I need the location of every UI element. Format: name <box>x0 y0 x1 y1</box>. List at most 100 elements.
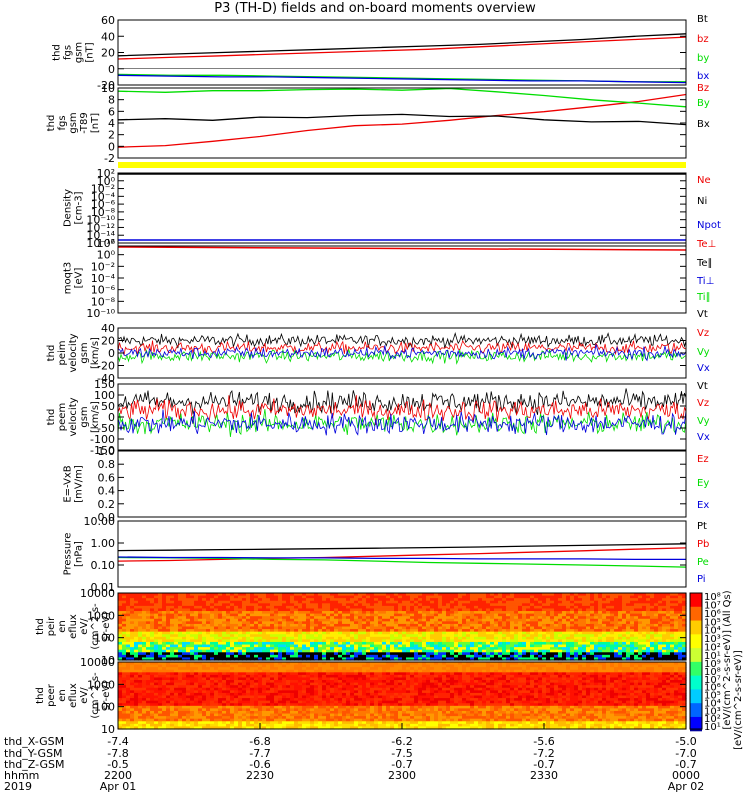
heatmap-cell <box>610 634 615 638</box>
heatmap-cell <box>198 593 203 597</box>
heatmap-cell <box>502 608 507 612</box>
heatmap-cell <box>190 641 195 646</box>
heatmap-cell <box>130 713 135 717</box>
heatmap-cell <box>190 611 195 615</box>
heatmap-cell <box>158 613 163 617</box>
heatmap-cell <box>262 608 267 612</box>
heatmap-cell <box>154 705 159 709</box>
heatmap-cell <box>646 636 651 640</box>
heatmap-cell <box>458 631 463 635</box>
heatmap-cell <box>646 593 651 597</box>
heatmap-cell <box>242 629 247 633</box>
heatmap-cell <box>182 672 187 676</box>
heatmap-cell <box>266 631 271 635</box>
heatmap-cell <box>198 700 203 704</box>
heatmap-cell <box>158 652 163 656</box>
heatmap-cell <box>270 611 275 615</box>
heatmap-cell <box>198 629 203 633</box>
heatmap-cell <box>674 654 679 659</box>
y-axis-label: thd <box>52 44 63 61</box>
heatmap-cell <box>130 626 135 630</box>
y-axis-label: thd <box>46 345 57 362</box>
heatmap-cell <box>406 603 411 607</box>
heatmap-cell <box>538 636 543 640</box>
heatmap-cell <box>422 629 427 633</box>
heatmap-cell <box>202 595 207 599</box>
heatmap-cell <box>194 593 199 597</box>
heatmap-cell <box>358 621 363 625</box>
heatmap-cell <box>122 690 127 694</box>
heatmap-cell <box>574 618 579 622</box>
heatmap-cell <box>342 595 347 599</box>
heatmap-cell <box>442 657 447 661</box>
heatmap-cell <box>162 595 167 599</box>
heatmap-cell <box>442 623 447 628</box>
heatmap-cell <box>282 644 287 648</box>
heatmap-cell <box>206 713 211 717</box>
heatmap-cell <box>226 616 231 620</box>
heatmap-cell <box>362 593 367 597</box>
heatmap-cell <box>350 639 355 643</box>
heatmap-cell <box>154 626 159 630</box>
heatmap-cell <box>598 647 603 651</box>
heatmap-cell <box>274 700 279 704</box>
heatmap-cell <box>298 593 303 597</box>
heatmap-cell <box>138 687 143 691</box>
heatmap-cell <box>458 657 463 661</box>
heatmap-cell <box>250 641 255 646</box>
heatmap-cell <box>150 667 155 671</box>
heatmap-cell <box>274 600 279 604</box>
heatmap-cell <box>262 603 267 607</box>
heatmap-cell <box>246 613 251 617</box>
heatmap-cell <box>518 598 523 602</box>
heatmap-cell <box>210 677 215 681</box>
heatmap-cell <box>290 657 295 661</box>
heatmap-cell <box>614 626 619 630</box>
heatmap-cell <box>354 629 359 633</box>
heatmap-cell <box>234 680 239 684</box>
heatmap-cell <box>422 654 427 659</box>
heatmap-cell <box>306 595 311 599</box>
heatmap-cell <box>158 705 163 709</box>
heatmap-cell <box>594 603 599 607</box>
heatmap-cell <box>502 634 507 638</box>
heatmap-cell <box>310 611 315 615</box>
heatmap-cell <box>338 623 343 628</box>
heatmap-cell <box>142 705 147 709</box>
heatmap-cell <box>402 600 407 604</box>
heatmap-cell <box>414 613 419 617</box>
heatmap-cell <box>602 629 607 633</box>
heatmap-cell <box>642 613 647 617</box>
heatmap-cell <box>522 598 527 602</box>
heatmap-cell <box>154 674 159 679</box>
heatmap-cell <box>146 652 151 656</box>
heatmap-cell <box>238 636 243 640</box>
heatmap-cell <box>478 605 483 610</box>
heatmap-cell <box>402 623 407 628</box>
heatmap-cell <box>374 616 379 620</box>
heatmap-cell <box>146 708 151 712</box>
heatmap-cell <box>214 611 219 615</box>
heatmap-cell <box>422 605 427 610</box>
heatmap-cell <box>290 647 295 651</box>
heatmap-cell <box>258 667 263 671</box>
heatmap-cell <box>454 639 459 643</box>
heatmap-cell <box>150 618 155 622</box>
heatmap-cell <box>318 631 323 635</box>
heatmap-cell <box>170 605 175 610</box>
heatmap-cell <box>150 629 155 633</box>
heatmap-cell <box>294 649 299 653</box>
heatmap-cell <box>182 644 187 648</box>
y-tick-label: 10² <box>97 237 115 250</box>
heatmap-cell <box>398 649 403 653</box>
heatmap-cell <box>262 644 267 648</box>
heatmap-cell <box>186 680 191 684</box>
heatmap-cell <box>638 618 643 622</box>
heatmap-cell <box>394 634 399 638</box>
heatmap-cell <box>342 623 347 628</box>
heatmap-cell <box>634 611 639 615</box>
heatmap-cell <box>138 598 143 602</box>
heatmap-cell <box>202 710 207 715</box>
heatmap-cell <box>646 629 651 633</box>
heatmap-cell <box>230 605 235 610</box>
